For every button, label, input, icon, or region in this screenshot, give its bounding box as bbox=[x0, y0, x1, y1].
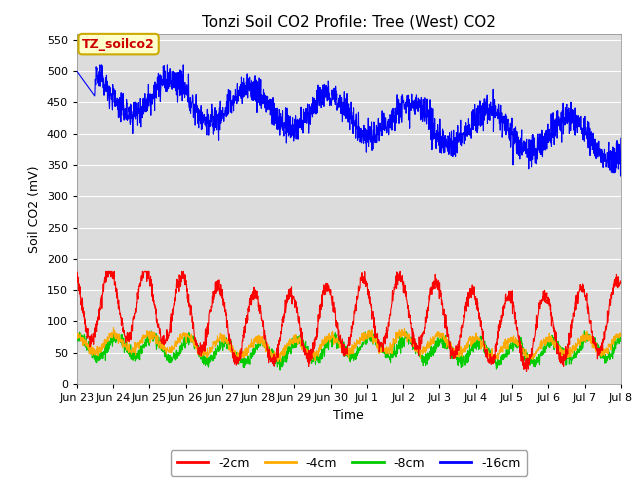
Legend: -2cm, -4cm, -8cm, -16cm: -2cm, -4cm, -8cm, -16cm bbox=[170, 450, 527, 476]
Text: TZ_soilco2: TZ_soilco2 bbox=[82, 37, 155, 50]
X-axis label: Time: Time bbox=[333, 408, 364, 421]
Y-axis label: Soil CO2 (mV): Soil CO2 (mV) bbox=[28, 165, 41, 252]
Title: Tonzi Soil CO2 Profile: Tree (West) CO2: Tonzi Soil CO2 Profile: Tree (West) CO2 bbox=[202, 15, 496, 30]
